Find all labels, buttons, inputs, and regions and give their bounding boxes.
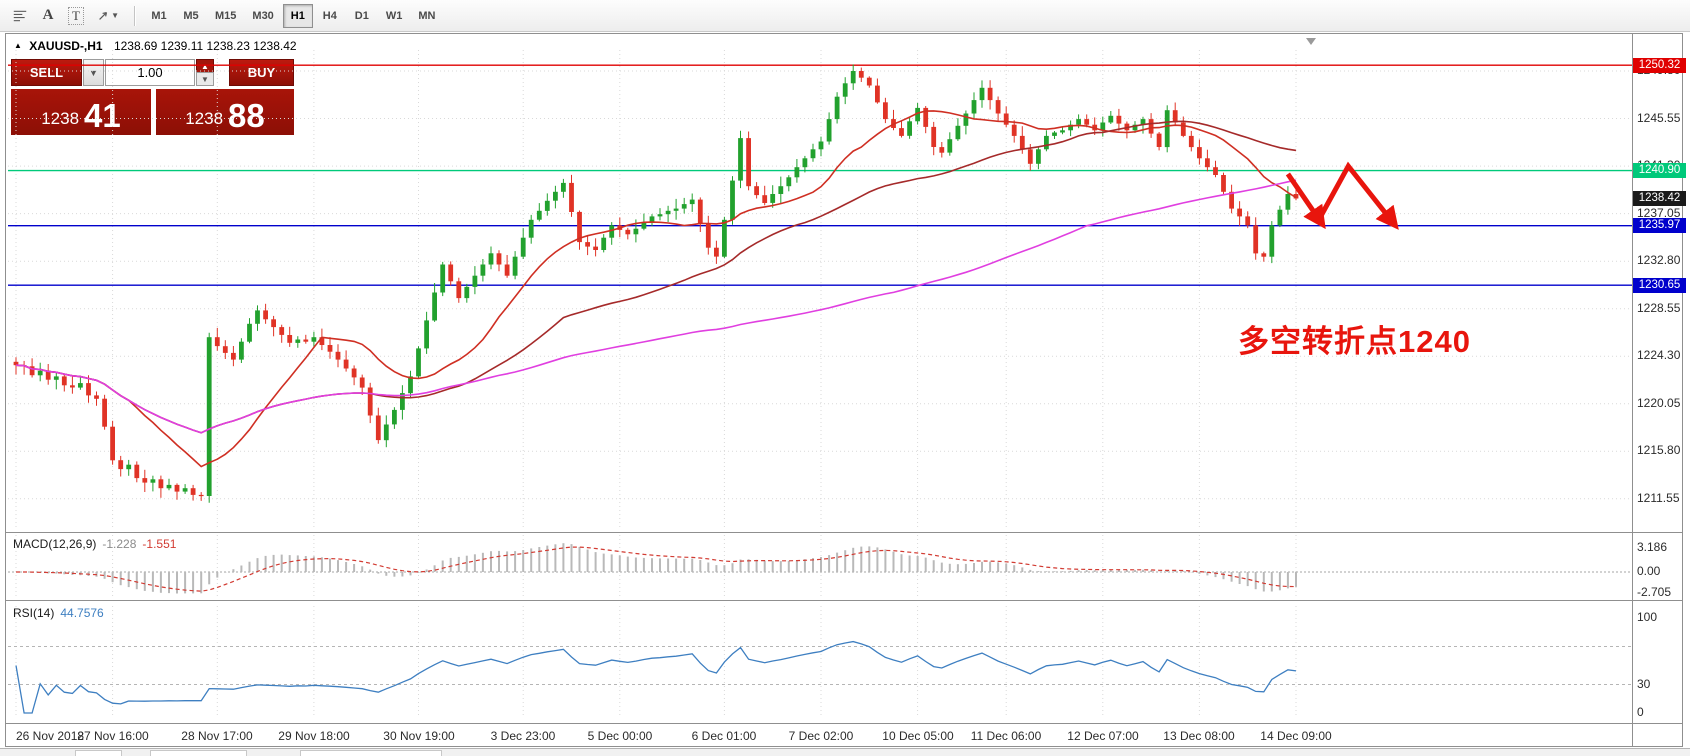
rsi-scale-label: 30 <box>1637 677 1651 691</box>
timeframe-H4[interactable]: H4 <box>315 4 345 28</box>
timeframe-M15[interactable]: M15 <box>208 4 243 28</box>
time-axis-label: 10 Dec 05:00 <box>882 729 954 743</box>
buy-button[interactable]: BUY <box>229 59 294 86</box>
volume-input[interactable] <box>105 59 195 86</box>
rsi-name: RSI(14) <box>13 606 55 620</box>
fibonacci-tool-button[interactable] <box>6 4 34 28</box>
timeframe-M30[interactable]: M30 <box>245 4 280 28</box>
sell-button[interactable]: SELL <box>11 59 82 86</box>
time-axis-label: 30 Nov 19:00 <box>383 729 455 743</box>
bottom-tab-strip[interactable] <box>0 748 1690 756</box>
fibonacci-icon <box>13 10 27 21</box>
arrow-object-icon <box>99 11 108 20</box>
price-level-badge: 1250.32 <box>1633 58 1686 73</box>
macd-value-2: -1.551 <box>142 537 177 551</box>
rsi-label: RSI(14) 44.7576 <box>13 606 104 620</box>
timeframe-W1[interactable]: W1 <box>379 4 410 28</box>
timeframe-M1[interactable]: M1 <box>144 4 174 28</box>
macd-name: MACD(12,26,9) <box>13 537 97 551</box>
price-tick-label: 1224.30 <box>1637 348 1681 362</box>
price-tick-label: 1245.55 <box>1637 111 1681 125</box>
time-axis-label: 11 Dec 06:00 <box>970 729 1042 743</box>
bottom-tab[interactable] <box>150 750 247 756</box>
label-icon: T <box>68 6 84 25</box>
price-tick-label: 1228.55 <box>1637 301 1681 315</box>
rsi-indicator-chart[interactable] <box>8 602 1632 722</box>
volume-down-button[interactable]: ▼ <box>196 72 214 86</box>
timeframe-D1[interactable]: D1 <box>347 4 377 28</box>
price-scale-separator <box>1632 34 1633 746</box>
sell-price-pips: 41 <box>84 96 121 134</box>
rsi-panel-separator[interactable] <box>5 600 1683 601</box>
rsi-scale-label: 100 <box>1637 610 1658 624</box>
symbol-name: XAUUSD-,H1 <box>29 39 103 53</box>
time-axis-label: 7 Dec 02:00 <box>788 729 854 743</box>
symbol-marker-icon: ▲ <box>14 41 22 50</box>
macd-indicator-chart[interactable] <box>8 533 1632 599</box>
buy-price-pips: 88 <box>228 96 265 134</box>
price-tick-label: 1237.05 <box>1637 206 1681 220</box>
chevron-down-icon: ▼ <box>111 11 119 20</box>
text-icon: A <box>42 7 54 23</box>
timeframe-H1[interactable]: H1 <box>282 3 313 28</box>
price-tick-label: 1232.80 <box>1637 253 1681 267</box>
time-axis-label: 12 Dec 07:00 <box>1067 729 1139 743</box>
macd-scale-label: 0.00 <box>1637 564 1661 578</box>
time-axis-label: 3 Dec 23:00 <box>490 729 556 743</box>
candlestick-chart[interactable] <box>8 36 1632 532</box>
price-tick-label: 1215.80 <box>1637 443 1681 457</box>
macd-value-1: -1.228 <box>102 537 137 551</box>
time-axis-label: 13 Dec 08:00 <box>1163 729 1235 743</box>
price-level-badge: 1230.65 <box>1633 278 1686 293</box>
price-tick-label: 1211.55 <box>1637 491 1680 505</box>
toolbar-separator <box>134 5 136 26</box>
macd-panel-separator[interactable] <box>5 532 1683 533</box>
time-axis-label: 27 Nov 16:00 <box>77 729 149 743</box>
time-axis-label: 26 Nov 2018 <box>16 729 85 743</box>
chart-window-frame <box>5 33 1683 747</box>
time-axis-label: 28 Nov 17:00 <box>181 729 253 743</box>
time-axis-label: 5 Dec 00:00 <box>587 729 653 743</box>
bottom-tab[interactable] <box>300 750 442 756</box>
timeframe-MN[interactable]: MN <box>411 4 442 28</box>
macd-scale-label: 3.186 <box>1637 540 1668 554</box>
price-level-badge: 1235.97 <box>1633 218 1686 233</box>
sell-quote-box[interactable]: 1238 41 <box>11 89 151 135</box>
timeframe-M5[interactable]: M5 <box>176 4 206 28</box>
bottom-tab[interactable] <box>75 750 122 756</box>
symbol-info-line: ▲ XAUUSD-,H1 1238.69 1239.11 1238.23 123… <box>14 39 297 53</box>
time-axis-label: 6 Dec 01:00 <box>691 729 757 743</box>
symbol-ohlc: 1238.69 1239.11 1238.23 1238.42 <box>113 39 297 53</box>
arrows-tool-button[interactable]: ▼ <box>90 4 126 28</box>
volume-up-button[interactable]: ▲ <box>196 59 214 73</box>
timeframe-toolbar: M1 M5 M15 M30 H1 H4 D1 W1 MN <box>144 3 444 28</box>
rsi-value: 44.7576 <box>60 606 104 620</box>
macd-scale-label: -2.705 <box>1637 585 1672 599</box>
price-level-badge: 1238.42 <box>1633 191 1686 206</box>
toolbar: A T ▼ M1 M5 M15 M30 H1 H4 D1 W1 MN <box>0 0 1690 32</box>
chevron-down-icon: ▼ <box>89 67 98 78</box>
label-tool-button[interactable]: T <box>62 4 90 28</box>
text-tool-button[interactable]: A <box>34 4 62 28</box>
buy-quote-box[interactable]: 1238 88 <box>156 89 294 135</box>
chart-annotation-text: 多空转折点1240 <box>1238 324 1471 359</box>
price-tick-label: 1220.05 <box>1637 396 1681 410</box>
macd-label: MACD(12,26,9) -1.228 -1.551 <box>13 537 176 551</box>
time-axis-label: 29 Nov 18:00 <box>278 729 350 743</box>
rsi-scale-label: 0 <box>1637 705 1644 719</box>
time-axis-separator <box>5 723 1683 724</box>
time-axis-label: 14 Dec 09:00 <box>1260 729 1332 743</box>
price-level-badge: 1240.90 <box>1633 163 1686 178</box>
chart-shift-marker[interactable] <box>1306 38 1316 45</box>
